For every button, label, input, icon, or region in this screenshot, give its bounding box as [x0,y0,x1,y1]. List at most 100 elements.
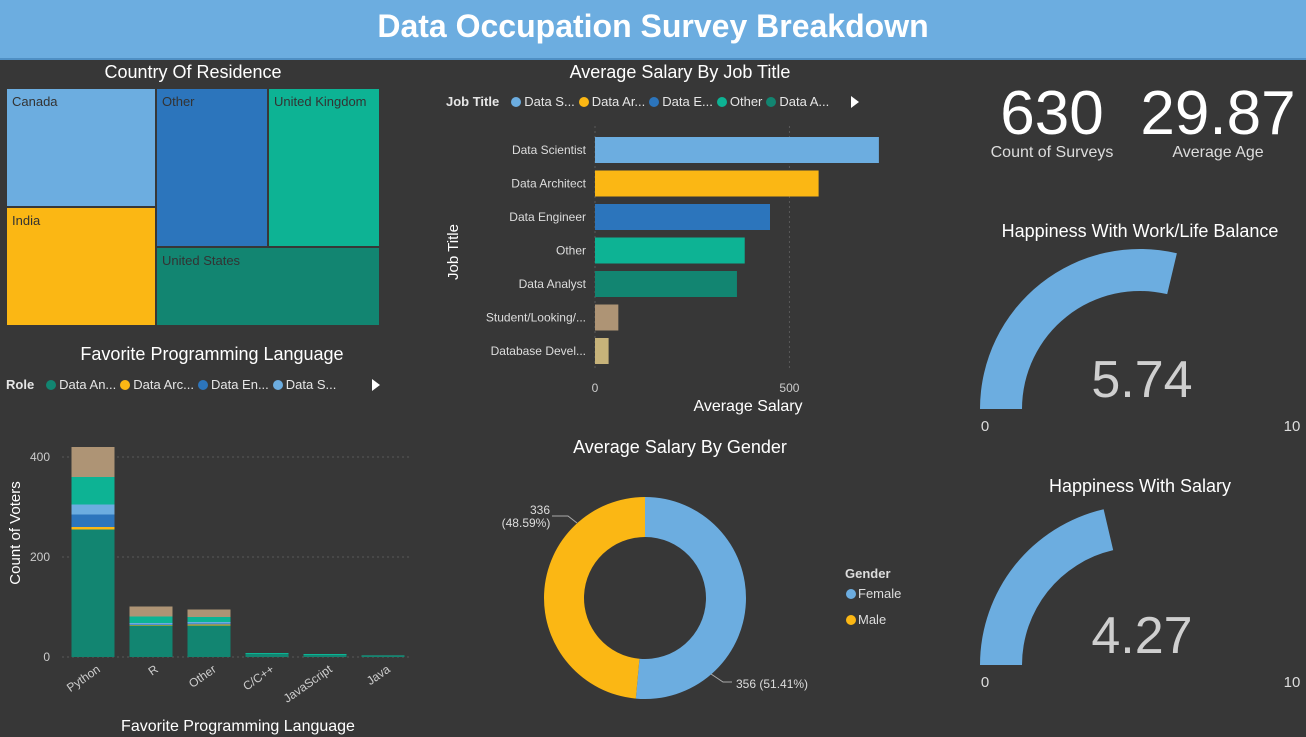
dashboard-title: Data Occupation Survey Breakdown [377,8,929,44]
bar-segment [71,514,115,527]
treemap-label: Other [162,94,195,109]
legend-label: Job Title [446,94,500,109]
x-tick-label: C/C++ [240,662,276,693]
legend-item[interactable]: Data An... [59,377,117,392]
y-tick-label: Data Engineer [509,210,586,224]
bar-segment [187,623,231,625]
bar-segment [361,655,405,656]
bar [595,204,770,230]
x-tick-label: 0 [592,381,599,395]
bar-segment [245,653,289,654]
legend-item[interactable]: Data En... [210,377,269,392]
average-age-label: Average Age [1172,144,1264,161]
treemap-cell-united-states[interactable]: United States [156,247,380,326]
gauge-fill [980,248,1177,409]
legend-item[interactable]: Data E... [662,94,713,109]
bar-segment [187,617,231,622]
dashboard-header: Data Occupation Survey Breakdown [0,0,1306,60]
legend-dot-icon [120,379,131,390]
legend-dot-icon [716,96,727,107]
leader-line [710,673,732,683]
donut-slice-male [544,497,645,699]
bar [595,338,609,364]
gauge-max-label: 10 [1284,418,1301,435]
bar-segment [187,625,231,657]
worklife-gauge: 5.74 0 10 [980,248,1301,435]
bar-segment [129,616,173,623]
gauge-max-label: 10 [1284,674,1301,691]
legend-item[interactable]: Data Ar... [591,94,646,109]
bar-segment [71,529,115,657]
treemap-label: United States [162,253,241,268]
y-tick-label: Data Scientist [512,143,587,157]
bar-segment [187,622,231,624]
bar-segment [71,447,115,477]
data-label-male-value: 336 [530,503,550,517]
legend-item[interactable]: Other [729,94,763,109]
legend-label: Role [6,377,35,392]
legend-dot-icon [511,96,522,107]
bar-segment [129,625,173,657]
bar [595,137,879,163]
salary-by-job-chart: 0 500 Data Scientist Data Architect Data Eng… [445,126,879,415]
bar-segment [187,624,231,626]
legend-dot-icon [846,589,856,599]
x-tick-label: JavaScript [281,662,335,706]
legend-dot-icon [272,379,283,390]
legend-dot-icon [197,379,208,390]
gauge-min-label: 0 [981,674,989,691]
y-axis-label: Count of Voters [7,481,24,584]
legend-item-male: Male [858,612,886,627]
bar-segment [187,609,231,617]
salary-gauge-title: Happiness With Salary [1048,476,1232,496]
x-tick-label: Python [64,662,103,695]
salary-by-job-title: Average Salary By Job Title [569,62,791,82]
treemap-cell-canada[interactable]: Canada [6,88,156,207]
role-legend: Role Data An... Data Arc... Data En... D… [6,377,381,392]
count-of-surveys-value: 630 [1000,79,1104,148]
bar-segment [245,654,289,657]
x-axis-label: Favorite Programming Language [121,718,355,735]
bar [595,271,737,297]
bar [595,237,745,264]
legend-next-arrow-icon[interactable] [851,95,860,108]
legend-dot-icon [578,96,589,107]
bar-segment [71,504,115,515]
job-title-legend: Job Title Data S... Data Ar... Data E...… [446,94,860,109]
y-tick-label: Data Architect [511,177,586,191]
x-tick-label: Other [186,662,219,691]
treemap-cell-other[interactable]: Other [156,88,268,247]
y-tick-label: 200 [30,550,50,564]
legend-dot-icon [46,379,57,390]
lang-chart-title: Favorite Programming Language [80,344,344,364]
legend-item[interactable]: Data Arc... [133,377,194,392]
country-treemap[interactable]: Canada India Other United Kingdom United… [6,88,380,326]
y-tick-label: 0 [43,650,50,664]
legend-item[interactable]: Data A... [779,94,830,109]
legend-next-arrow-icon[interactable] [372,378,381,391]
y-tick-label: Data Analyst [519,277,587,291]
x-tick-label: 500 [779,381,799,395]
bar [595,170,819,197]
y-tick-label: Database Devel... [491,344,586,358]
bar-segment [303,654,347,655]
legend-dot-icon [649,96,660,107]
data-label-male-pct: (48.59%) [502,516,551,530]
salary-by-gender-title: Average Salary By Gender [573,437,787,457]
average-age-value: 29.87 [1140,79,1296,148]
bar-segment [71,527,115,530]
gauge-value: 5.74 [1091,351,1192,409]
treemap-cell-india[interactable]: India [6,207,156,326]
legend-item[interactable]: Data S... [524,94,575,109]
legend-item[interactable]: Data S... [285,377,337,392]
treemap-title: Country Of Residence [104,62,282,82]
bar-segment [129,606,173,617]
treemap-cell-united-kingdom[interactable]: United Kingdom [268,88,380,247]
x-tick-label: R [146,662,161,679]
x-axis-label: Average Salary [693,398,802,415]
y-tick-label: 400 [30,450,50,464]
bar-segment [129,624,173,625]
bar-segment [129,623,173,625]
y-axis-label: Job Title [445,224,462,280]
x-tick-label: Java [364,662,393,688]
